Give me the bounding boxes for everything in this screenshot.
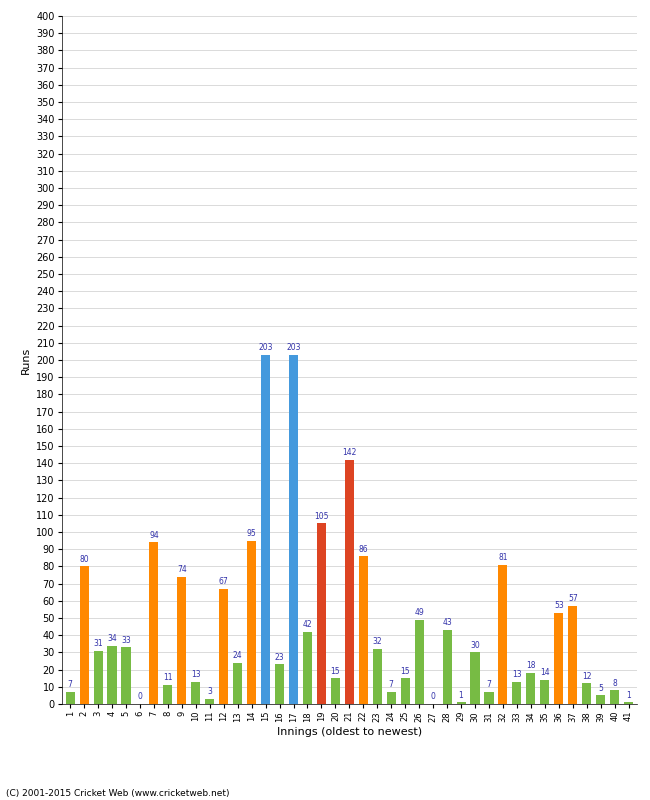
Bar (443, 630, 452, 704)
Bar (191, 682, 200, 704)
Text: 43: 43 (442, 618, 452, 627)
Bar (66, 692, 75, 704)
Bar (122, 647, 131, 704)
Bar (331, 678, 340, 704)
Bar (317, 523, 326, 704)
Bar (554, 613, 564, 704)
Bar (303, 632, 312, 704)
Bar (359, 556, 368, 704)
Bar (512, 682, 521, 704)
Text: 7: 7 (487, 680, 491, 690)
Bar (456, 702, 465, 704)
Bar (484, 692, 493, 704)
Text: 11: 11 (163, 674, 173, 682)
Bar (415, 620, 424, 704)
Bar (582, 683, 592, 704)
Bar (79, 566, 88, 704)
Text: 1: 1 (626, 690, 631, 700)
Text: 42: 42 (303, 620, 312, 629)
Bar (499, 565, 508, 704)
Bar (345, 460, 354, 704)
Text: 0: 0 (138, 693, 142, 702)
Text: 32: 32 (372, 638, 382, 646)
Bar (610, 690, 619, 704)
Text: 23: 23 (275, 653, 285, 662)
Text: 53: 53 (554, 602, 564, 610)
Bar (400, 678, 410, 704)
Bar (177, 577, 187, 704)
Text: 105: 105 (314, 512, 329, 521)
Text: 80: 80 (79, 555, 89, 564)
Text: 57: 57 (568, 594, 578, 603)
Bar (387, 692, 396, 704)
Bar (624, 702, 633, 704)
Bar (596, 695, 605, 704)
Text: 81: 81 (498, 553, 508, 562)
Text: 142: 142 (342, 448, 357, 457)
Bar (205, 699, 214, 704)
Bar (261, 355, 270, 704)
Bar (163, 685, 172, 704)
Text: 5: 5 (598, 684, 603, 693)
Text: 15: 15 (331, 666, 340, 676)
Text: 13: 13 (512, 670, 522, 679)
Text: 86: 86 (359, 545, 368, 554)
Text: 203: 203 (286, 343, 301, 352)
Bar (275, 665, 284, 704)
Bar (471, 653, 480, 704)
Bar (540, 680, 549, 704)
Text: 14: 14 (540, 668, 550, 678)
Bar (219, 589, 228, 704)
Text: 74: 74 (177, 565, 187, 574)
Bar (233, 662, 242, 704)
Text: 34: 34 (107, 634, 117, 643)
Text: 7: 7 (389, 680, 394, 690)
Bar (107, 646, 116, 704)
Text: 30: 30 (470, 641, 480, 650)
Text: 18: 18 (526, 662, 536, 670)
Text: 31: 31 (93, 639, 103, 648)
Y-axis label: Runs: Runs (21, 346, 31, 374)
Text: (C) 2001-2015 Cricket Web (www.cricketweb.net): (C) 2001-2015 Cricket Web (www.cricketwe… (6, 790, 230, 798)
Text: 1: 1 (459, 690, 463, 700)
Text: 15: 15 (400, 666, 410, 676)
Text: 24: 24 (233, 651, 242, 660)
Text: 8: 8 (612, 678, 617, 688)
Bar (150, 542, 159, 704)
Text: 13: 13 (191, 670, 201, 679)
Bar (94, 650, 103, 704)
Text: 94: 94 (149, 530, 159, 540)
Bar (526, 673, 536, 704)
Text: 7: 7 (68, 680, 73, 690)
Bar (289, 355, 298, 704)
Text: 0: 0 (431, 693, 436, 702)
Bar (568, 606, 577, 704)
Bar (372, 649, 382, 704)
Text: 3: 3 (207, 687, 212, 696)
Text: 49: 49 (414, 608, 424, 617)
X-axis label: Innings (oldest to newest): Innings (oldest to newest) (277, 727, 422, 738)
Text: 12: 12 (582, 672, 592, 681)
Bar (247, 541, 256, 704)
Text: 67: 67 (219, 577, 229, 586)
Text: 95: 95 (247, 529, 257, 538)
Text: 203: 203 (258, 343, 273, 352)
Text: 33: 33 (121, 636, 131, 645)
